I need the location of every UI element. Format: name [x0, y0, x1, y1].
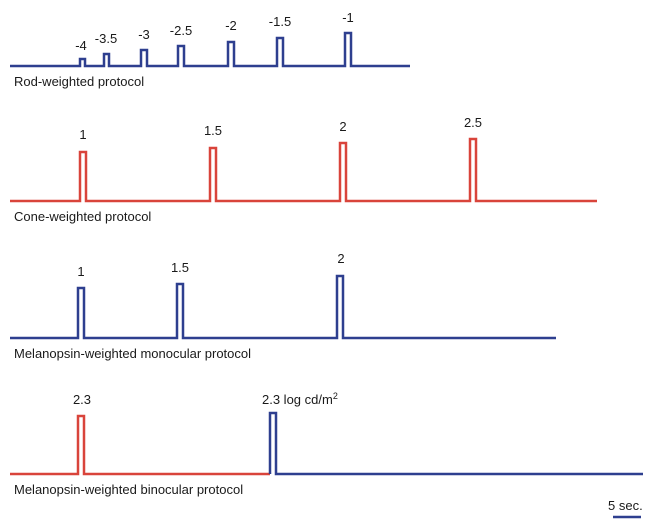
scale-bar-label: 5 sec. — [608, 498, 643, 513]
mono-stim-3: 2 — [337, 251, 344, 266]
binocular-trace-blue — [268, 411, 643, 476]
bino-stim-2-value: 2.3 log cd/m — [262, 392, 333, 407]
scale-bar: 5 sec. — [608, 498, 643, 519]
cone-stim-4: 2.5 — [464, 115, 482, 130]
rod-protocol-label: Rod-weighted protocol — [14, 74, 144, 89]
mono-stim-2: 1.5 — [171, 260, 189, 275]
rod-stim-5: -2 — [225, 18, 237, 33]
melanopsin-binocular-protocol: 2.3 2.3 log cd/m2 Melanopsin-weighted bi… — [10, 391, 643, 497]
rod-stim-7: -1 — [342, 10, 354, 25]
bino-stim-2: 2.3 log cd/m2 — [262, 391, 338, 407]
bino-stim-1: 2.3 — [73, 392, 91, 407]
melanopsin-binocular-label: Melanopsin-weighted binocular protocol — [14, 482, 243, 497]
bino-stim-2-superscript: 2 — [333, 391, 338, 401]
melanopsin-monocular-protocol: 1 1.5 2 Melanopsin-weighted monocular pr… — [10, 251, 556, 361]
cone-protocol: 1 1.5 2 2.5 Cone-weighted protocol — [10, 115, 597, 224]
mono-stim-1: 1 — [77, 264, 84, 279]
rod-stim-3: -3 — [138, 27, 150, 42]
cone-stim-3: 2 — [339, 119, 346, 134]
rod-stim-4: -2.5 — [170, 23, 192, 38]
cone-trace — [10, 137, 597, 203]
rod-stim-6: -1.5 — [269, 14, 291, 29]
cone-stim-1: 1 — [79, 127, 86, 142]
binocular-trace-red — [10, 414, 270, 476]
cone-stim-2: 1.5 — [204, 123, 222, 138]
cone-protocol-label: Cone-weighted protocol — [14, 209, 151, 224]
rod-stim-1: -4 — [75, 38, 87, 53]
rod-protocol: -4 -3.5 -3 -2.5 -2 -1.5 -1 Rod-weighted … — [10, 10, 410, 89]
rod-stim-2: -3.5 — [95, 31, 117, 46]
melanopsin-monocular-trace — [10, 274, 556, 340]
melanopsin-monocular-label: Melanopsin-weighted monocular protocol — [14, 346, 251, 361]
rod-trace — [10, 31, 410, 68]
